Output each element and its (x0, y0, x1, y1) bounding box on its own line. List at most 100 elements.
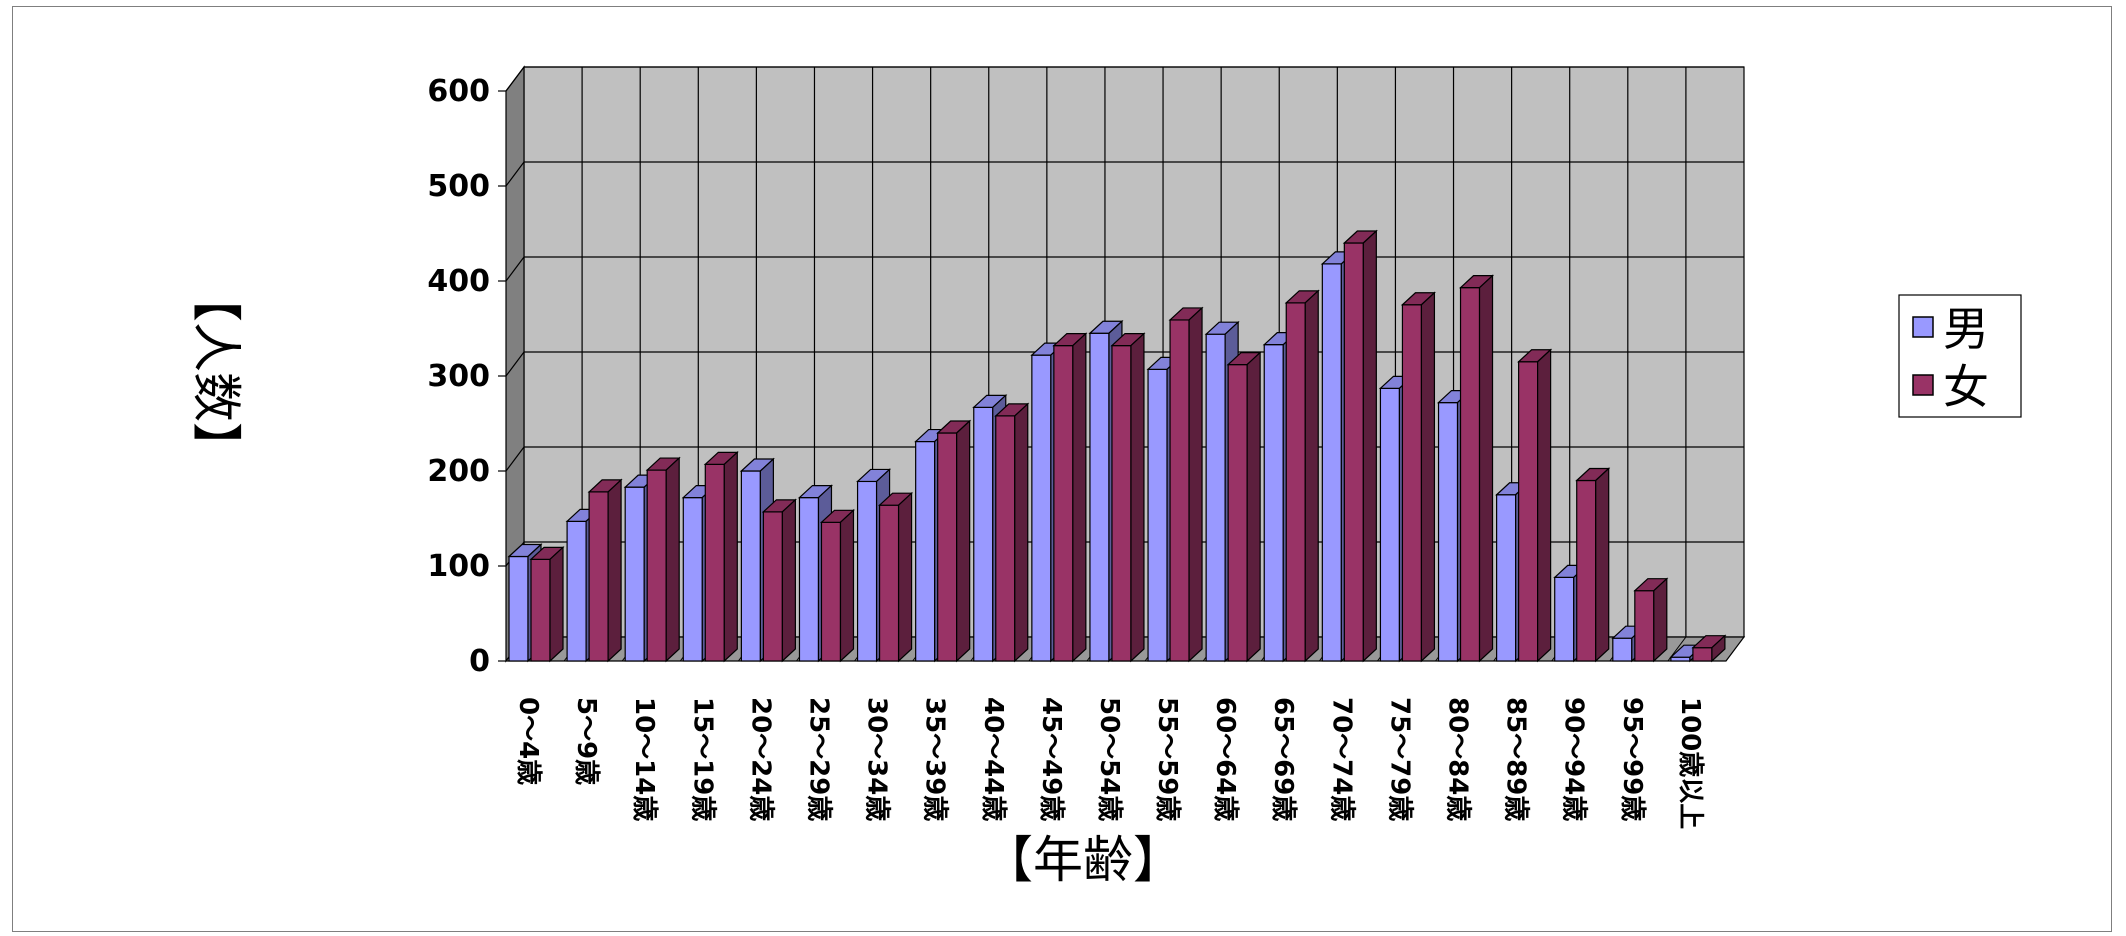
x-tick-label: 85～89歳 (1501, 697, 1531, 821)
x-tick-label: 0～4歳 (513, 697, 543, 785)
bar-front (1205, 333, 1226, 662)
x-tick-label: 30～34歳 (862, 697, 892, 821)
bar-front (1518, 361, 1539, 662)
bar-front (937, 432, 958, 662)
y-tick-label: 400 (427, 264, 490, 299)
bar-front (1437, 402, 1459, 662)
x-tick-label: 90～94歳 (1559, 697, 1589, 821)
y-tick-label: 100 (427, 549, 490, 584)
chart-frame: 0 100 200 300 400 500 600 0～4歳 5～9歳 10～14歳 15～19歳… (12, 6, 2112, 932)
bar-front (1634, 590, 1655, 662)
bar-female (703, 450, 739, 663)
gridline-side (505, 256, 525, 282)
bar-front (740, 470, 761, 662)
bar-front (995, 415, 1016, 662)
bar-female (1691, 634, 1727, 663)
x-tick-label: 50～54歳 (1094, 697, 1124, 821)
bar-front (566, 520, 587, 662)
bar-female (1633, 577, 1669, 663)
x-tick-label: 10～14歳 (629, 697, 659, 821)
bar-female (1110, 332, 1146, 663)
bar-front (530, 558, 551, 662)
bar-female (878, 491, 914, 663)
bar-front (798, 497, 820, 662)
bar-side (1362, 229, 1377, 663)
bar-front (1496, 494, 1517, 662)
bar-front (1285, 302, 1306, 662)
bar-front (624, 486, 645, 662)
x-tick-label: 55～59歳 (1152, 697, 1182, 821)
bar-female (1400, 291, 1436, 663)
bar-front (704, 463, 725, 662)
bar-side (1246, 351, 1261, 663)
bar-side (839, 508, 855, 663)
population-bar-chart: 0 100 200 300 400 500 600 0～4歳 5～9歳 10～14歳 15～19歳… (187, 65, 2022, 889)
bar-side (665, 456, 680, 663)
bar-front (1401, 304, 1423, 662)
bar-front (1227, 364, 1248, 662)
bar-front (1576, 479, 1597, 662)
bar-female (1226, 351, 1262, 663)
bar-front (588, 491, 609, 662)
bar-female (936, 419, 972, 663)
bar-front (820, 521, 842, 662)
bar-female (761, 498, 797, 663)
bar-side (781, 498, 796, 663)
bar-front (1111, 345, 1132, 662)
y-tick-label: 0 (469, 644, 490, 679)
x-axis-ticks: 0～4歳 5～9歳 10～14歳 15～19歳 20～24歳 25～29歳 30～34歳 35… (513, 697, 1705, 829)
bar-side (897, 491, 913, 663)
bar-front (1379, 387, 1401, 662)
bar-female (1458, 274, 1495, 663)
bar-female (1575, 467, 1611, 663)
bar-front (878, 504, 900, 662)
bar-side (1653, 577, 1668, 663)
y-axis-ticks: 0 100 200 300 400 500 600 (427, 74, 506, 679)
x-tick-label: 20～24歳 (745, 697, 775, 821)
legend-swatch-female (1912, 374, 1934, 396)
y-axis-title: 【人数】 (187, 272, 245, 472)
bars (507, 229, 1727, 663)
x-tick-label: 65～69歳 (1268, 697, 1298, 821)
bar-side (723, 450, 738, 663)
bar-side (1595, 467, 1610, 663)
bar-front (1692, 647, 1713, 662)
y-tick-label: 300 (427, 359, 490, 394)
x-tick-label: 45～49歳 (1036, 697, 1066, 821)
bar-front (1263, 344, 1284, 662)
bar-front (1031, 354, 1052, 662)
bar-front (1321, 263, 1342, 662)
bar-female (994, 402, 1030, 663)
bar-front (915, 440, 936, 662)
bar-side (1537, 348, 1552, 663)
bar-front (1459, 287, 1481, 662)
x-tick-label: 25～29歳 (803, 697, 833, 821)
x-tick-label: 5～9歳 (571, 697, 601, 785)
bar-front (682, 497, 703, 662)
bar-side (1304, 289, 1319, 663)
bar-front (1089, 332, 1110, 662)
bar-female (587, 478, 623, 663)
x-tick-label: 80～84歳 (1443, 697, 1473, 821)
gridline-side (505, 446, 525, 472)
bar-female (1168, 306, 1204, 663)
bar-female (645, 456, 681, 663)
bar-side (1711, 634, 1726, 663)
bar-side (1478, 274, 1494, 663)
bar-side (1420, 291, 1436, 663)
bar-female (1342, 229, 1378, 663)
legend-label-female: 女 (1943, 360, 1989, 414)
x-tick-label: 75～79歳 (1384, 697, 1414, 821)
y-tick-label: 200 (427, 454, 490, 489)
bar-side (956, 419, 971, 663)
gridline-side (505, 66, 525, 92)
bar-side (549, 545, 564, 663)
bar-side (1014, 402, 1029, 663)
bar-front (508, 555, 529, 662)
bar-front (856, 480, 878, 662)
bar-side (1072, 332, 1087, 663)
bar-female (1052, 332, 1088, 663)
y-tick-label: 500 (427, 169, 490, 204)
bar-front (973, 406, 994, 662)
x-tick-label: 60～64歳 (1210, 697, 1240, 821)
